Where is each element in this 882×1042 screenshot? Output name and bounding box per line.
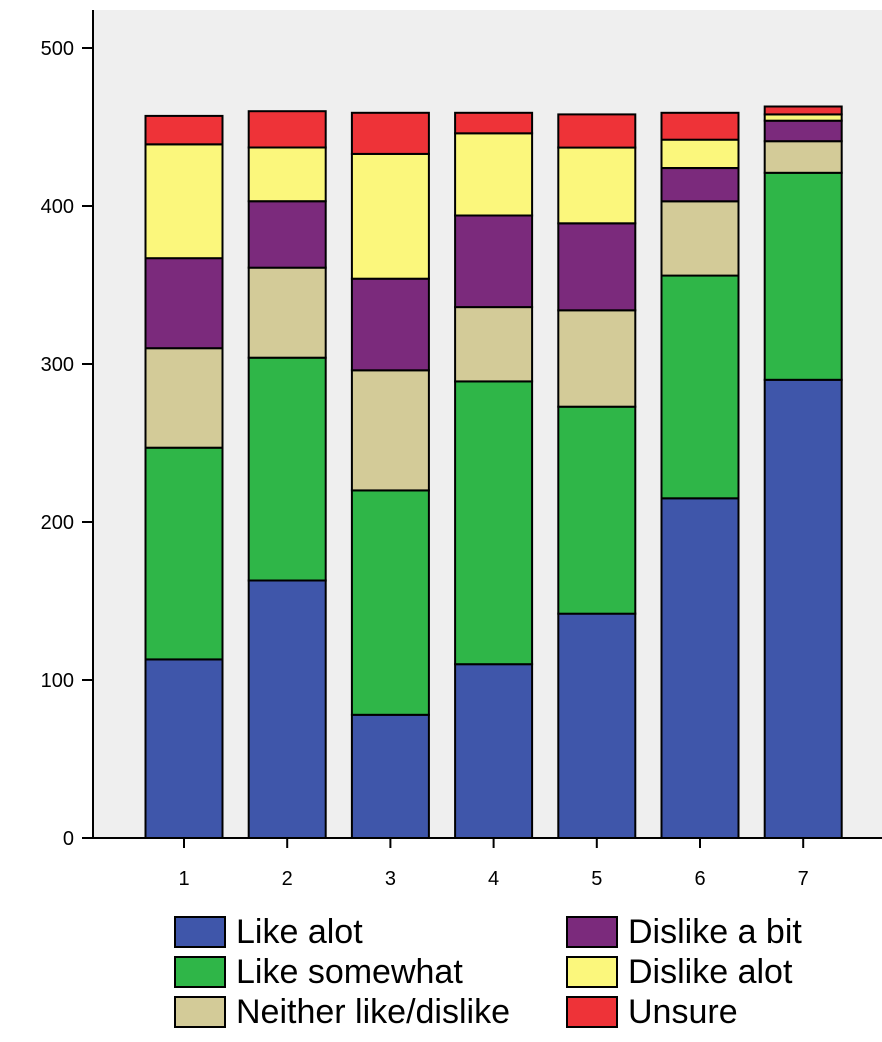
legend-swatch-like-alot — [174, 916, 226, 948]
x-tick-label: 2 — [282, 868, 293, 890]
bar-segment-5-like-alot — [557, 612, 637, 839]
bar-segment-3-neither-like-dislike — [350, 369, 430, 492]
legend-item-like-somewhat: Like somewhat — [174, 952, 463, 992]
bar-segment-4-like-alot — [454, 663, 534, 840]
bar-segment-5-dislike-alot — [557, 146, 637, 225]
legend-label-neither: Neither like/dislike — [236, 993, 510, 1031]
bar-segment-5-like-somewhat — [557, 405, 637, 615]
x-tick-label: 4 — [488, 868, 499, 890]
y-tick-label: 0 — [63, 828, 74, 850]
bar-segment-6-like-alot — [660, 497, 740, 839]
bar-segment-7-like-somewhat — [763, 171, 843, 381]
legend-swatch-like-somewhat — [174, 956, 226, 988]
x-tick-label: 5 — [591, 868, 602, 890]
y-axis-ticks: 0 100 200 300 400 500 — [41, 38, 93, 850]
bar-segment-4-dislike-a-bit — [454, 214, 534, 309]
bar-segment-2-dislike-a-bit — [247, 200, 327, 269]
y-tick-label: 100 — [41, 670, 74, 692]
bar-segment-1-unsure — [144, 114, 224, 146]
bar-segment-6-dislike-alot — [660, 138, 740, 170]
legend-swatch-dislike-a-bit — [566, 916, 618, 948]
y-tick-label: 400 — [41, 196, 74, 218]
bar-segment-3-dislike-a-bit — [350, 277, 430, 372]
bar-segment-3-like-somewhat — [350, 489, 430, 716]
bar-segment-1-dislike-a-bit — [144, 257, 224, 350]
bar-segment-5-neither-like-dislike — [557, 309, 637, 408]
bar-segment-3-like-alot — [350, 713, 430, 839]
bar-segment-7-unsure — [763, 105, 843, 116]
bar-segment-2-dislike-alot — [247, 146, 327, 203]
bar-segment-4-neither-like-dislike — [454, 306, 534, 383]
bar-segment-7-dislike-a-bit — [763, 119, 843, 143]
legend-item-like-alot: Like alot — [174, 912, 363, 952]
x-tick-label: 7 — [798, 868, 809, 890]
x-tick-label: 1 — [178, 868, 189, 890]
bar-segment-2-like-somewhat — [247, 356, 327, 582]
legend-swatch-neither — [174, 996, 226, 1028]
bar-segment-2-like-alot — [247, 579, 327, 839]
y-tick-label: 300 — [41, 354, 74, 376]
legend-label-like-alot: Like alot — [236, 913, 363, 951]
legend-swatch-dislike-alot — [566, 956, 618, 988]
legend-item-neither: Neither like/dislike — [174, 992, 510, 1032]
bar-segment-4-unsure — [454, 111, 534, 135]
stacked-bar-chart: 0 100 200 300 400 500 1 2 3 4 5 6 7 — [41, 10, 882, 890]
legend: Like alot Like somewhat Neither like/dis… — [174, 912, 874, 1042]
bar-segment-7-neither-like-dislike — [763, 140, 843, 174]
legend-label-like-somewhat: Like somewhat — [236, 953, 463, 991]
legend-item-dislike-a-bit: Dislike a bit — [566, 912, 802, 952]
bar-group — [144, 105, 843, 840]
legend-label-dislike-a-bit: Dislike a bit — [628, 913, 802, 951]
bar-segment-1-neither-like-dislike — [144, 347, 224, 449]
legend-swatch-unsure — [566, 996, 618, 1028]
bar-segment-3-dislike-alot — [350, 152, 430, 280]
x-tick-label: 6 — [694, 868, 705, 890]
bar-segment-2-unsure — [247, 110, 327, 149]
bar-segment-6-like-somewhat — [660, 274, 740, 500]
bar-segment-5-unsure — [557, 113, 637, 149]
legend-label-dislike-alot: Dislike alot — [628, 953, 793, 991]
y-tick-label: 200 — [41, 512, 74, 534]
bar-segment-6-dislike-a-bit — [660, 167, 740, 203]
bar-segment-1-dislike-alot — [144, 143, 224, 260]
bar-segment-4-dislike-alot — [454, 132, 534, 217]
legend-item-dislike-alot: Dislike alot — [566, 952, 792, 992]
bar-segment-1-like-alot — [144, 658, 224, 839]
bar-segment-2-neither-like-dislike — [247, 266, 327, 359]
legend-item-unsure: Unsure — [566, 992, 738, 1032]
x-tick-label: 3 — [385, 868, 396, 890]
bar-segment-1-like-somewhat — [144, 446, 224, 661]
legend-label-unsure: Unsure — [628, 993, 738, 1031]
bar-segment-7-like-alot — [763, 378, 843, 839]
bar-segment-3-unsure — [350, 111, 430, 155]
x-axis-ticks: 1 2 3 4 5 6 7 — [178, 838, 809, 890]
y-tick-label: 500 — [41, 38, 74, 60]
bar-segment-5-dislike-a-bit — [557, 222, 637, 312]
bar-segment-6-neither-like-dislike — [660, 200, 740, 277]
bar-segment-4-like-somewhat — [454, 380, 534, 666]
bar-segment-6-unsure — [660, 111, 740, 141]
